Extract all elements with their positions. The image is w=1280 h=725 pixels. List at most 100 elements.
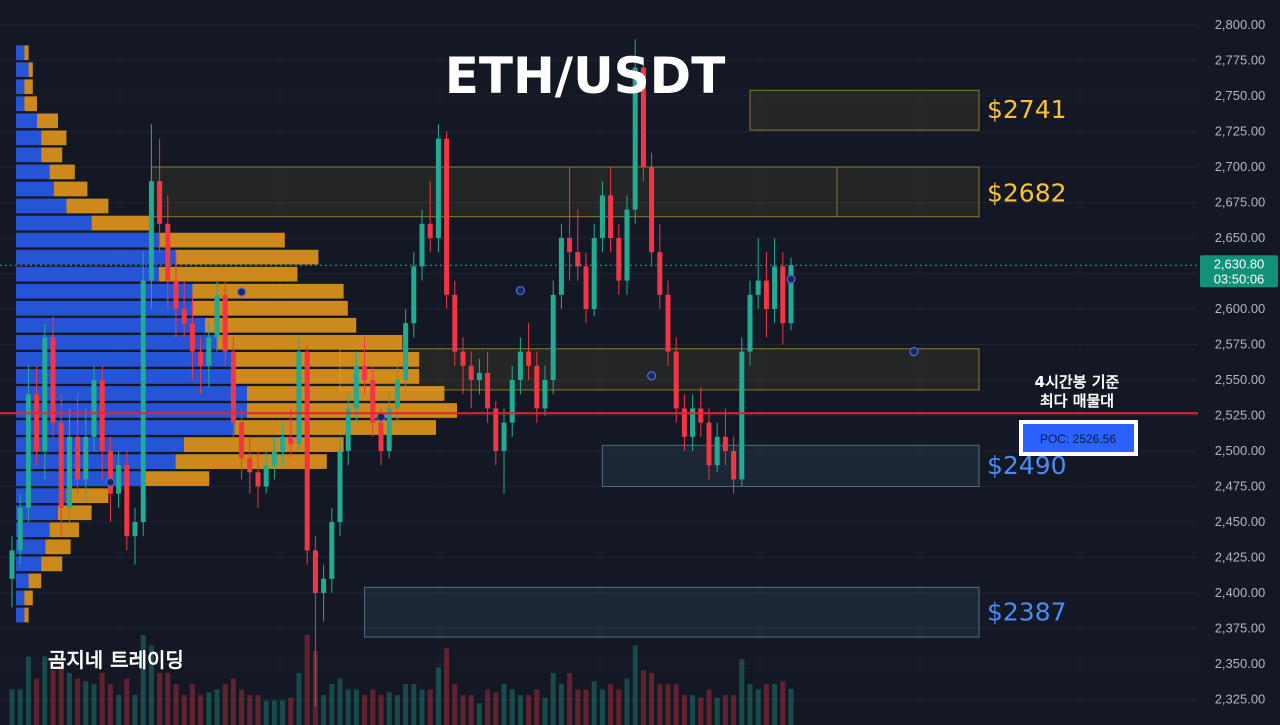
candle-body	[99, 380, 105, 451]
profile-sell-bar	[49, 164, 75, 180]
volume-bar	[558, 684, 564, 725]
volume-bar	[657, 684, 663, 725]
y-tick-label: 2,525.00	[1215, 408, 1266, 423]
volume-bar	[50, 670, 56, 725]
candle-body	[681, 408, 687, 437]
volume-bar	[419, 689, 425, 725]
candle-body	[657, 252, 663, 295]
volume-bar	[460, 695, 466, 725]
candle-body	[452, 294, 458, 352]
candle-body	[747, 294, 753, 352]
profile-buy-bar	[16, 283, 193, 299]
candle-body	[206, 337, 212, 366]
profile-sell-bar	[24, 590, 33, 606]
level-label: $2741	[987, 95, 1067, 124]
volume-bar	[608, 684, 614, 725]
volume-bar	[222, 684, 228, 725]
candle-body	[476, 372, 482, 380]
candle-body	[698, 408, 704, 423]
volume-bar	[772, 684, 778, 725]
volume-bar	[9, 689, 15, 725]
volume-bar	[157, 673, 163, 725]
candle-body	[17, 507, 23, 551]
candle-body	[140, 280, 146, 522]
overlay-layer: $2741 $2682 $2490 $2387 POC: 2526.56	[0, 95, 1198, 626]
volume-bar	[616, 689, 622, 725]
profile-buy-bar	[16, 300, 193, 316]
demand-zone	[601, 444, 980, 488]
volume-bar	[731, 695, 737, 725]
candle-body	[722, 436, 728, 451]
candle-body	[460, 351, 466, 366]
candle-body	[591, 238, 597, 309]
y-tick-label: 2,700.00	[1215, 159, 1266, 174]
supply-zone	[150, 166, 838, 218]
candle-body	[132, 522, 138, 537]
candle-body	[222, 294, 228, 352]
candle-body	[329, 522, 335, 579]
candle-body	[739, 351, 745, 480]
volume-bar	[517, 695, 523, 725]
volume-bar	[378, 695, 384, 725]
volume-bar	[239, 689, 245, 725]
candle-body	[599, 195, 605, 238]
volume-bar	[763, 684, 769, 725]
volume-bar	[173, 684, 179, 725]
profile-sell-bar	[184, 437, 344, 452]
candle-body	[534, 365, 540, 409]
candle-body	[427, 223, 433, 238]
volume-bar	[649, 673, 655, 725]
profile-sell-bar	[37, 113, 58, 129]
candle-body	[550, 294, 556, 380]
volume-bar	[206, 692, 212, 725]
volume-bar	[673, 684, 679, 725]
price-axis[interactable]: 2,800.00 2,775.00 2,750.00 2,725.00 2,700.00…	[1200, 17, 1278, 707]
volume-bars	[9, 635, 794, 725]
y-tick-label: 2,450.00	[1215, 514, 1266, 529]
candle-body	[583, 266, 589, 309]
volume-bar	[345, 689, 351, 725]
candle-body	[419, 223, 425, 267]
candle-body	[567, 238, 573, 253]
profile-sell-bar	[41, 130, 67, 146]
profile-buy-bar	[16, 505, 58, 521]
candle-body	[575, 252, 581, 267]
profile-buy-bar	[16, 386, 247, 401]
level-label: $2387	[987, 597, 1067, 626]
candle-body	[517, 351, 523, 380]
candle-body	[247, 458, 253, 473]
volume-bar	[107, 684, 113, 725]
volume-bar	[280, 700, 286, 725]
volume-bar	[452, 684, 458, 725]
volume-bar	[214, 689, 220, 725]
candle-body	[165, 223, 171, 281]
volume-bar	[42, 656, 48, 725]
y-tick-label: 2,550.00	[1215, 372, 1266, 387]
profile-buy-bar	[16, 249, 176, 265]
zone-layer	[150, 89, 980, 638]
profile-buy-bar	[16, 334, 218, 350]
profile-sell-bar	[158, 266, 298, 282]
volume-bar	[435, 667, 441, 725]
candle-body	[173, 280, 179, 309]
supply-zone	[836, 166, 980, 218]
profile-sell-bar	[45, 539, 71, 555]
candle-body	[321, 578, 327, 593]
profile-sell-bar	[175, 249, 319, 265]
volume-bar	[25, 656, 31, 725]
candle-body	[50, 337, 56, 423]
profile-sell-bar	[24, 96, 37, 112]
volume-bar	[181, 695, 187, 725]
y-tick-label: 2,575.00	[1215, 337, 1266, 352]
candle-body	[403, 323, 409, 380]
candles	[9, 39, 919, 707]
candle-body	[624, 209, 630, 281]
volume-bar	[665, 684, 671, 725]
candle-body	[665, 294, 671, 352]
volume-bar	[230, 678, 236, 725]
level-label: $2490	[987, 451, 1067, 480]
profile-buy-bar	[16, 607, 25, 623]
profile-buy-bar	[16, 352, 235, 367]
volume-bar	[591, 681, 597, 725]
candle-body	[296, 351, 302, 444]
